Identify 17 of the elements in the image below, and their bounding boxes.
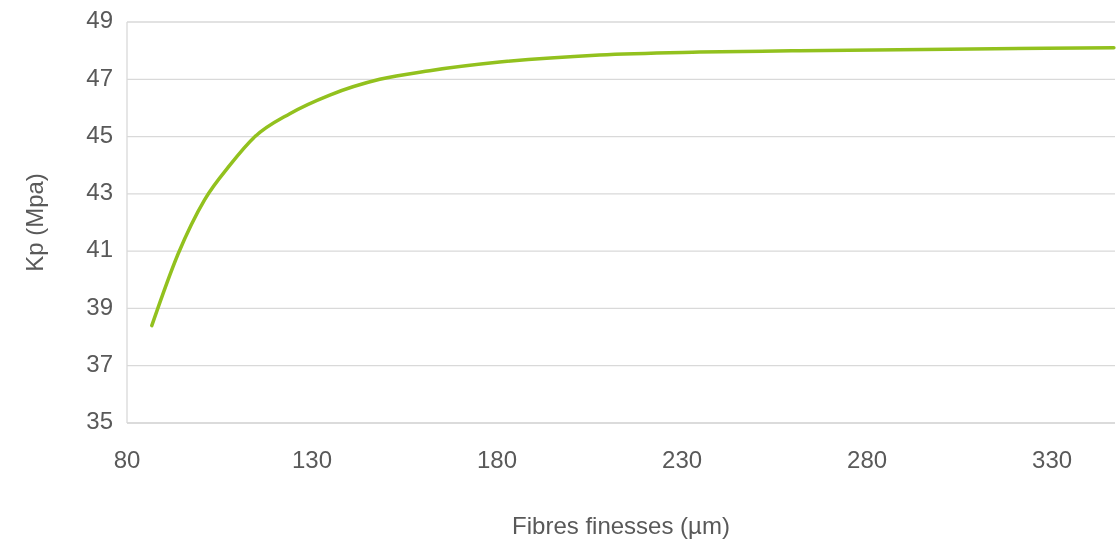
y-tick-label: 41 [86, 235, 113, 263]
x-axis-title: Fibres finesses (µm) [512, 512, 730, 539]
line-series [150, 46, 1116, 328]
y-axis-title: Kp (Mpa) [21, 173, 48, 272]
y-tick-label: 45 [86, 120, 113, 148]
y-tick-label: 35 [86, 407, 113, 435]
x-tick-label: 330 [1032, 446, 1073, 473]
x-tick-label: 280 [847, 446, 888, 473]
x-tick-label: 180 [477, 446, 518, 473]
x-tick-label: 130 [292, 446, 333, 473]
y-tick-label: 43 [86, 178, 113, 206]
x-tick-label: 80 [113, 446, 141, 473]
y-tick-label: 47 [86, 63, 113, 91]
y-tick-label: 49 [86, 6, 113, 34]
y-tick-label: 39 [86, 292, 113, 320]
x-tick-label: 230 [662, 446, 703, 473]
y-tick-label: 37 [86, 350, 113, 378]
